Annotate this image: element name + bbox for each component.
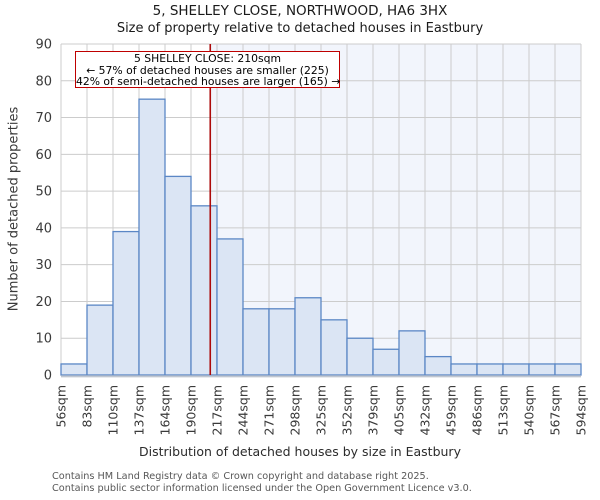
footer-attribution: Contains HM Land Registry data © Crown c… (52, 471, 472, 494)
svg-text:271sqm: 271sqm (262, 385, 277, 435)
svg-text:110sqm: 110sqm (106, 385, 121, 435)
svg-text:379sqm: 379sqm (366, 385, 381, 435)
chart-title: 5, SHELLEY CLOSE, NORTHWOOD, HA6 3HX (152, 3, 448, 19)
property-annotation-box: 5 SHELLEY CLOSE: 210sqm ← 57% of detache… (75, 51, 340, 88)
bar-352sqm (346, 337, 374, 376)
svg-text:405sqm: 405sqm (392, 385, 407, 435)
svg-text:83sqm: 83sqm (80, 385, 95, 428)
footer-line-1: Contains HM Land Registry data © Crown c… (52, 471, 429, 482)
chart-subtitle: Size of property relative to detached ho… (116, 21, 484, 36)
svg-text:352sqm: 352sqm (340, 385, 355, 435)
svg-text:40: 40 (35, 221, 52, 236)
svg-text:164sqm: 164sqm (158, 385, 173, 435)
bar-325sqm (320, 319, 348, 376)
annotation-line-3: 42% of semi-detached houses are larger (… (76, 75, 341, 89)
bar-405sqm (398, 330, 426, 376)
svg-text:10: 10 (35, 332, 52, 347)
bar-164sqm (164, 175, 192, 376)
svg-text:0: 0 (44, 369, 52, 384)
bar-56sqm (60, 363, 88, 376)
svg-text:50: 50 (35, 185, 52, 200)
x-tick-labels: 56sqm 83sqm 110sqm 137sqm 164sqm 190sqm 217sqm… (54, 385, 589, 435)
bar-486sqm (476, 363, 504, 376)
svg-text:90: 90 (35, 38, 52, 53)
y-tick-labels: 0 10 20 30 40 50 60 70 80 90 (35, 38, 52, 384)
svg-text:137sqm: 137sqm (132, 385, 147, 435)
svg-text:70: 70 (35, 111, 52, 126)
bar-244sqm (242, 308, 270, 376)
bar-137sqm (138, 98, 166, 376)
x-axis-title: Distribution of detached houses by size … (139, 444, 461, 459)
bar-379sqm (372, 348, 400, 376)
bar-217sqm (216, 238, 244, 376)
svg-text:540sqm: 540sqm (522, 385, 537, 435)
svg-text:20: 20 (35, 295, 52, 310)
svg-text:56sqm: 56sqm (54, 385, 69, 428)
bar-513sqm (502, 363, 530, 376)
bar-459sqm (450, 363, 478, 376)
svg-text:80: 80 (35, 74, 52, 89)
svg-text:190sqm: 190sqm (184, 385, 199, 435)
annotation-line-2: ← 57% of detached houses are smaller (22… (86, 63, 329, 77)
svg-text:30: 30 (35, 258, 52, 273)
bar-540sqm (528, 363, 556, 376)
footer-line-2: Contains public sector information licen… (52, 482, 472, 494)
histogram-bars (60, 98, 582, 376)
svg-text:486sqm: 486sqm (470, 385, 485, 435)
svg-text:459sqm: 459sqm (444, 385, 459, 435)
bar-271sqm (268, 308, 296, 376)
svg-text:513sqm: 513sqm (496, 385, 511, 435)
svg-text:244sqm: 244sqm (236, 385, 251, 435)
annotation-line-1: 5 SHELLEY CLOSE: 210sqm (134, 52, 281, 65)
svg-text:60: 60 (35, 148, 52, 163)
bar-432sqm (424, 355, 452, 376)
bar-298sqm (294, 297, 322, 376)
svg-text:217sqm: 217sqm (210, 385, 225, 435)
svg-text:567sqm: 567sqm (548, 385, 563, 435)
bar-110sqm (112, 230, 140, 376)
bar-567sqm (554, 363, 582, 376)
svg-text:325sqm: 325sqm (314, 385, 329, 435)
bar-190sqm (190, 205, 218, 376)
svg-text:298sqm: 298sqm (288, 385, 303, 435)
svg-text:432sqm: 432sqm (418, 385, 433, 435)
svg-text:594sqm: 594sqm (574, 385, 589, 435)
bar-83sqm (86, 304, 114, 376)
